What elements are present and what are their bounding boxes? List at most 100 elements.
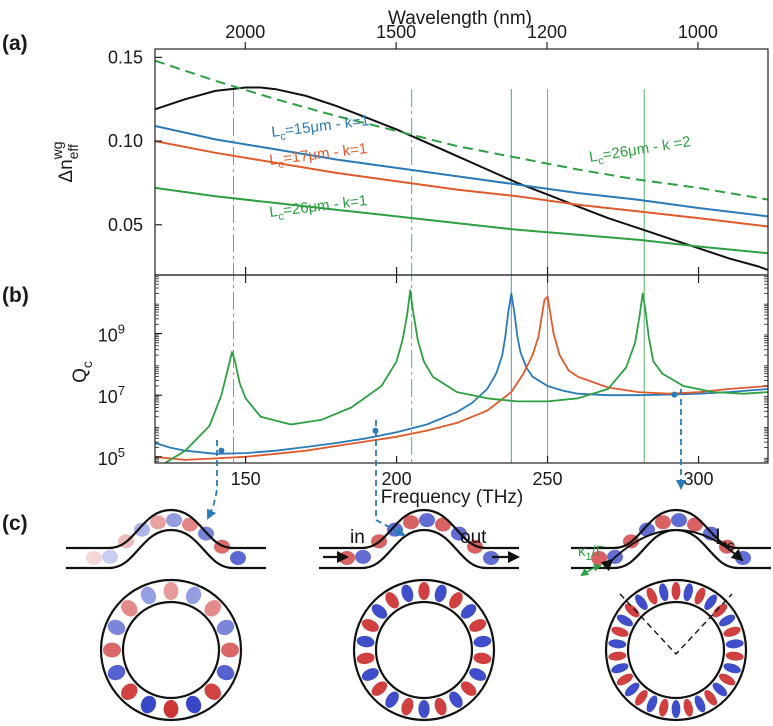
lc-main: L: [715, 524, 727, 549]
mode-lobe: [361, 619, 379, 632]
ring-inner: [626, 600, 726, 700]
coupling-angle-lines: [619, 593, 733, 656]
mode-lobe: [469, 668, 487, 681]
waveguide-lobe: [230, 551, 246, 565]
y-label-sub: eff: [65, 144, 81, 159]
mode-lobe: [371, 604, 388, 619]
waveguide-lobe: [735, 551, 751, 565]
top-tick-label: 1500: [376, 22, 416, 42]
top-tick-label: 1000: [678, 22, 718, 42]
series-red: [155, 140, 768, 228]
ring-diagrams: [66, 508, 771, 722]
mode-lobe: [121, 600, 138, 617]
mode-lobe: [221, 642, 239, 658]
waveguide-top-edge: [319, 508, 519, 550]
mode-lobe: [611, 626, 629, 637]
waveguide-lobe: [102, 549, 118, 564]
panel-label-b: (b): [2, 284, 29, 307]
mode-lobe: [608, 651, 627, 661]
top-axis-label: Wavelength (nm): [388, 8, 532, 29]
kappa-arrow: [580, 563, 602, 577]
mode-lobe: [712, 603, 728, 618]
panel-a-y-label: Δnwgeff: [49, 141, 81, 182]
label-out: out: [460, 527, 487, 548]
mode-lobe: [718, 673, 736, 686]
series-green-dash: [155, 59, 768, 201]
y-tick-label: 109: [98, 322, 125, 346]
waveguide-lobe: [86, 551, 102, 565]
mode-lobe: [434, 697, 447, 716]
y-tick-label: 0.15: [108, 47, 143, 67]
panel-a-series: [155, 59, 768, 271]
y-label-main: Δn: [56, 159, 77, 182]
panel-b-frame: [154, 274, 769, 464]
kappa-sub: 1: [586, 551, 592, 563]
panel-b-y-label: Qc: [70, 361, 95, 383]
lc-arc-arrow: [600, 529, 744, 572]
mode-lobe: [385, 691, 399, 708]
mode-lobe: [216, 619, 235, 636]
series-blue: [155, 292, 768, 455]
series-green: [155, 186, 768, 255]
mode-lobe: [646, 587, 658, 605]
ring-outer: [604, 578, 748, 722]
panel-b-y-ticks: 105 107 109: [98, 276, 768, 469]
mode-lobe: [204, 600, 221, 617]
mode-lobe: [185, 695, 202, 714]
mode-lobe: [694, 695, 706, 713]
panel-c-diagrams: in out κ1/Γ Lc: [66, 508, 771, 722]
mode-lobe: [694, 587, 706, 605]
mode-lobe: [371, 681, 388, 696]
lc-label: Lc: [715, 524, 734, 553]
mode-lobe: [140, 586, 157, 605]
mode-lobe: [723, 663, 741, 674]
waveguide-bottom-edge: [319, 528, 519, 570]
mode-lobe: [107, 664, 126, 681]
mode-lobe: [634, 594, 648, 610]
waveguide-lobe: [671, 513, 687, 528]
mode-lobe: [473, 652, 492, 665]
mode-lobe: [460, 604, 477, 619]
marker-point: [218, 447, 225, 454]
mode-lobe: [140, 695, 157, 714]
x-tick-label: 200: [382, 469, 412, 489]
mode-lobe: [216, 664, 235, 681]
ring-outer: [99, 578, 243, 722]
mode-lobe: [401, 584, 414, 603]
mode-lobe: [683, 583, 693, 602]
waveguide-lobe: [355, 549, 371, 564]
top-tick-label: 1200: [527, 22, 567, 42]
curve-label: Lc=26μm - k=1: [268, 192, 368, 224]
mode-lobe: [659, 583, 669, 602]
mode-lobe: [671, 582, 681, 600]
mode-lobe: [356, 635, 375, 648]
mode-lobe: [671, 700, 681, 718]
ring-diagram: [319, 508, 519, 722]
mode-lobe: [683, 698, 693, 717]
mode-lobe: [434, 584, 447, 603]
qc-main: Q: [70, 368, 91, 383]
y-tick-label: 0.10: [108, 131, 143, 151]
y-tick-label: 107: [98, 383, 125, 407]
kappa-main: κ: [578, 543, 586, 560]
panel-b-chart: 105 107 109 150 200 250 300 Qc Frequency (THz…: [70, 267, 769, 508]
pointer-arrows: [207, 389, 686, 536]
waveguide-lobe: [483, 551, 499, 565]
waveguide-top-edge: [66, 508, 266, 550]
mode-lobe: [624, 682, 640, 697]
ring-diagram: [66, 508, 266, 722]
top-axis-ticks: 2000 1500 1200 1000: [225, 22, 718, 49]
mode-lobe: [646, 695, 658, 713]
mode-lobe: [449, 592, 463, 609]
panel-b-x-ticks: 150 200 250 300: [231, 267, 714, 489]
waveguide-lobe: [403, 515, 419, 530]
mode-lobe: [163, 582, 179, 600]
mode-lobe: [659, 698, 669, 717]
x-axis-label: Frequency (THz): [381, 487, 524, 508]
mode-lobe: [418, 700, 430, 718]
mode-lobe: [704, 594, 718, 610]
panel-b-series: [155, 289, 768, 463]
mode-lobe: [418, 582, 430, 600]
y-tick-label: 0.05: [108, 215, 143, 235]
